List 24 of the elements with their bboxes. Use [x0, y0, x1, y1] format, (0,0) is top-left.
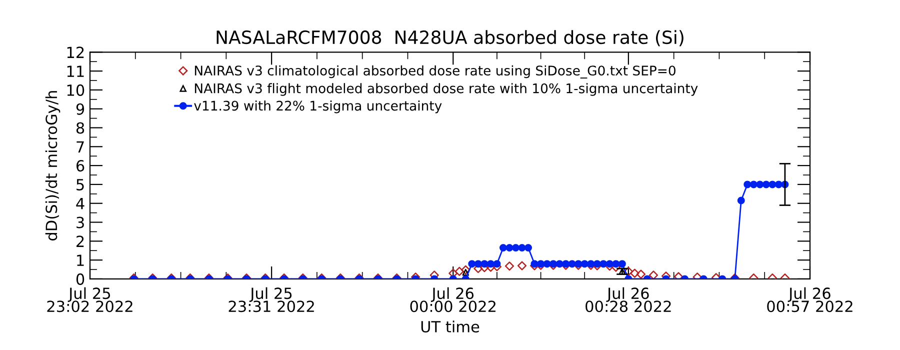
legend-label: NAIRAS v3 flight modeled absorbed dose rate with 10% 1-sigma uncertainty [194, 83, 698, 96]
chart-title: NASALaRCFM7008 N428UA absorbed dose rate (Si) [216, 30, 684, 46]
x-tick-label: Jul 26 00:57 2022 [767, 287, 852, 312]
x-axis-title: UT time [421, 320, 480, 332]
x-tick-label: Jul 26 00:00 2022 [410, 287, 496, 312]
x-tick-label: Jul 26 00:28 2022 [586, 287, 671, 312]
y-tick-label: 8 [76, 122, 84, 134]
y-tick-label: 2 [76, 236, 84, 247]
y-axis-title: dD(Si)/dt microGy/h [45, 91, 60, 240]
y-tick-label: 1 [77, 254, 84, 266]
legend-label: NAIRAS v3 climatological absorbed dose rate using SiDose_G0.txt SEP=0 [194, 65, 676, 78]
y-tick-label: 0 [76, 273, 84, 285]
y-tick-label: 7 [76, 141, 84, 152]
x-tick-label: Jul 25 23:31 2022 [228, 287, 314, 312]
y-tick-label: 11 [67, 66, 84, 77]
y-tick-label: 6 [76, 160, 84, 172]
y-tick-label: 10 [67, 84, 84, 96]
y-tick-label: 5 [76, 179, 84, 190]
legend-label: v11.39 with 22% 1-sigma uncertainty [194, 100, 442, 114]
y-tick-label: 3 [76, 216, 84, 228]
x-tick-label: Jul 25 23:02 2022 [47, 287, 132, 312]
y-tick-label: 12 [67, 46, 84, 58]
y-tick-label: 9 [76, 103, 84, 115]
y-tick-label: 4 [76, 198, 84, 210]
